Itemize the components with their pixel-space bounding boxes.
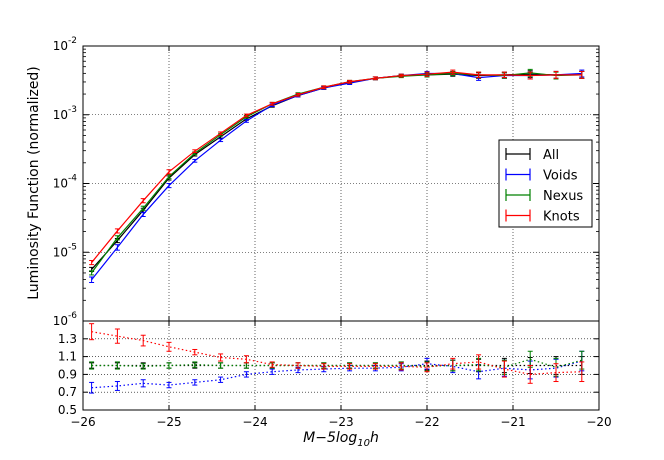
legend-label-nexus: Nexus	[543, 189, 583, 204]
legend-label-voids: Voids	[543, 169, 578, 184]
legend-entry-nexus: Nexus	[505, 189, 583, 204]
legend-label-all: All	[543, 148, 559, 163]
x-axis-label-tail: h	[370, 430, 379, 446]
top-ticks	[82, 45, 600, 322]
legend-label-knots: Knots	[543, 210, 580, 225]
x-tick-label: −23	[328, 415, 353, 429]
x-axis-label-main: M−5log	[303, 430, 357, 446]
x-tick-label: −22	[414, 415, 439, 429]
bottom-line-nexus	[91, 358, 582, 368]
top-y-tick-label: 10-6	[53, 311, 78, 328]
tick-label-exponent: -2	[68, 36, 77, 46]
x-tick-label: −20	[586, 415, 611, 429]
tick-label-exponent: -5	[68, 242, 77, 252]
top-series-group	[89, 68, 585, 283]
top-y-axis-label: Luminosity Function (normalized)	[26, 66, 42, 300]
bottom-ticks	[82, 321, 600, 411]
top-y-tick-label: 10-3	[53, 105, 77, 122]
bottom-grid	[83, 321, 599, 410]
bottom-x-tick-labels: −26 −25 −24 −23 −22 −21 −20	[70, 415, 611, 429]
tick-label-base: 10	[53, 108, 68, 122]
bottom-y-tick-label: 1.3	[58, 332, 77, 346]
bottom-panel: 0.5 0.7 0.9 1.1 1.3 −26 −25 −24 −23 −22 −21 −20 M−…	[58, 320, 612, 449]
x-tick-label: −25	[156, 415, 181, 429]
bottom-series-knots	[89, 323, 585, 384]
bottom-y-tick-label: 1.1	[58, 350, 77, 364]
tick-label-base: 10	[53, 245, 68, 259]
top-y-tick-labels: 10-210-310-410-510-6	[53, 36, 78, 328]
x-tick-label: −26	[70, 415, 95, 429]
tick-label-exponent: -3	[68, 105, 77, 115]
x-tick-label: −24	[242, 415, 267, 429]
legend-entry-voids: Voids	[505, 168, 578, 184]
x-tick-label: −21	[500, 415, 525, 429]
top-y-tick-label: 10-2	[53, 36, 77, 53]
legend-entry-all: All	[505, 148, 559, 163]
tick-label-base: 10	[53, 314, 68, 328]
bottom-y-tick-label: 0.7	[58, 385, 77, 399]
bottom-y-tick-labels: 0.5 0.7 0.9 1.1 1.3	[58, 332, 77, 417]
tick-label-base: 10	[53, 39, 68, 53]
bottom-series-group	[89, 323, 585, 394]
legend: All Voids Nexus Knots	[498, 139, 593, 228]
bottom-line-knots	[91, 331, 582, 376]
top-y-tick-label: 10-5	[53, 242, 77, 259]
tick-label-exponent: -4	[68, 174, 77, 184]
x-axis-label: M−5log10h	[303, 430, 379, 449]
bottom-y-tick-label: 0.5	[58, 403, 77, 417]
top-y-tick-label: 10-4	[53, 174, 78, 191]
bottom-y-tick-label: 0.9	[58, 367, 77, 381]
top-line-knots	[91, 71, 582, 263]
legend-entry-knots: Knots	[505, 209, 580, 225]
x-axis-label-subscript: 10	[357, 438, 370, 449]
top-series-knots	[89, 69, 585, 266]
tick-label-base: 10	[53, 177, 68, 191]
tick-label-exponent: -6	[68, 311, 77, 321]
